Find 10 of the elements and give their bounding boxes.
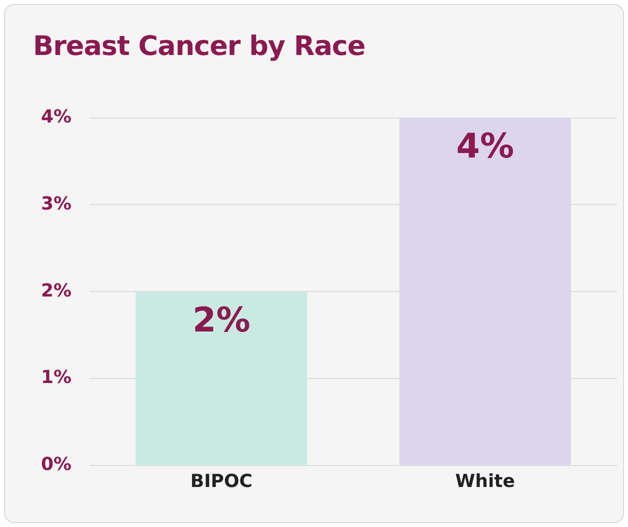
chart-title: Breast Cancer by Race [33, 31, 366, 62]
x-tick-label: White [455, 470, 515, 492]
y-tick-label: 4% [40, 106, 72, 128]
y-tick-label: 3% [40, 193, 72, 214]
x-tick-label: BIPOC [190, 470, 252, 492]
y-tick-label: 1% [40, 367, 72, 388]
data-label: 4% [456, 126, 514, 167]
y-tick-label: 2% [40, 280, 72, 302]
data-label: 2% [192, 300, 250, 340]
y-tick-label: 0% [40, 454, 72, 476]
